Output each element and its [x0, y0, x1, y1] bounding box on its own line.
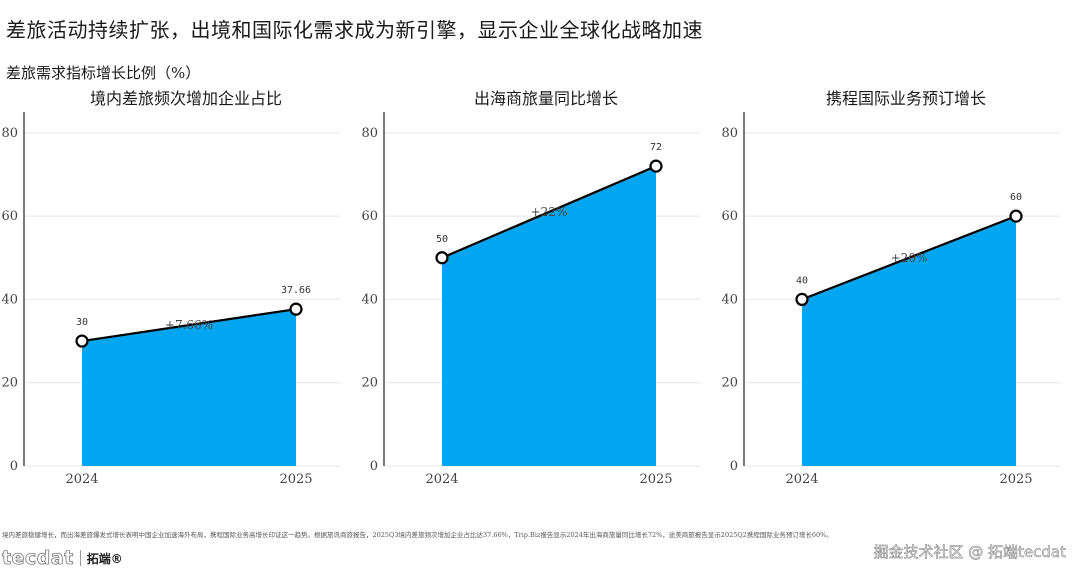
data-point — [1009, 209, 1023, 223]
area-fill — [442, 166, 656, 466]
series-line — [441, 165, 657, 259]
logo-divider — [79, 550, 81, 566]
y-tick-label: 80 — [1, 126, 18, 141]
x-tick-label: 2024 — [425, 472, 458, 487]
data-label: 30 — [76, 317, 88, 328]
brand-logo: tecdat 拓端® — [2, 545, 123, 571]
data-point — [649, 159, 663, 173]
page-title: 差旅活动持续扩张，出境和国际化需求成为新引擎，显示企业全球化战略加速 — [6, 18, 703, 42]
y-tick-label: 60 — [721, 209, 738, 224]
watermark: 掘金技术社区 @ 拓端tecdat — [873, 543, 1066, 562]
growth-label: +7.66% — [165, 318, 213, 332]
y-tick-label: 80 — [721, 126, 738, 141]
chart-panel-2: 出海商旅量同比增长 0 20 40 60 80 50 72 +22% 2024 2025 — [361, 89, 700, 487]
data-label: 40 — [796, 275, 808, 286]
growth-label: +22% — [531, 205, 568, 219]
y-tick-label: 60 — [361, 209, 378, 224]
y-tick-label: 40 — [721, 292, 738, 307]
y-tick-label: 40 — [1, 292, 18, 307]
chart-title: 携程国际业务预订增长 — [826, 89, 986, 108]
logo-cn-text: 拓端® — [86, 551, 123, 566]
data-point — [289, 302, 303, 316]
growth-label: +20% — [891, 251, 928, 265]
y-tick-label: 80 — [361, 126, 378, 141]
x-tick-label: 2024 — [785, 472, 818, 487]
data-label: 72 — [650, 142, 662, 153]
y-tick-label: 20 — [721, 376, 738, 391]
x-tick-label: 2025 — [639, 472, 672, 487]
chart-subtitle: 差旅需求指标增长比例（%） — [6, 64, 201, 82]
y-tick-label: 40 — [361, 292, 378, 307]
data-label: 37.66 — [281, 285, 311, 296]
x-tick-label: 2024 — [65, 472, 98, 487]
chart-panel-1: 境内差旅频次增加企业占比 0 20 40 60 80 30 37.66 +7.66% 2024 20… — [1, 89, 340, 487]
chart-title: 出海商旅量同比增长 — [474, 89, 618, 108]
data-label: 60 — [1010, 192, 1022, 203]
chart-title: 境内差旅频次增加企业占比 — [90, 89, 282, 108]
y-tick-label: 60 — [1, 209, 18, 224]
y-tick-label: 0 — [370, 459, 378, 474]
y-tick-label: 20 — [361, 376, 378, 391]
chart-panel-3: 携程国际业务预订增长 0 20 40 60 80 40 60 +20% 2024 2025 — [721, 89, 1060, 487]
data-label: 50 — [436, 234, 448, 245]
y-tick-label: 0 — [10, 459, 18, 474]
y-tick-label: 20 — [1, 376, 18, 391]
logo-text: tecdat — [2, 547, 74, 570]
series-line — [801, 215, 1017, 301]
x-tick-label: 2025 — [279, 472, 312, 487]
area-fill — [802, 216, 1016, 466]
series-line — [81, 308, 297, 343]
x-tick-label: 2025 — [999, 472, 1032, 487]
area-fill — [82, 309, 296, 466]
data-point — [75, 334, 89, 348]
footnote: 境内差旅稳健增长，而出海差旅爆发式增长表明中国企业加速海外布局，携程国际业务高增… — [2, 531, 833, 539]
data-point — [795, 292, 809, 307]
data-point — [435, 251, 449, 265]
y-tick-label: 0 — [730, 459, 738, 474]
